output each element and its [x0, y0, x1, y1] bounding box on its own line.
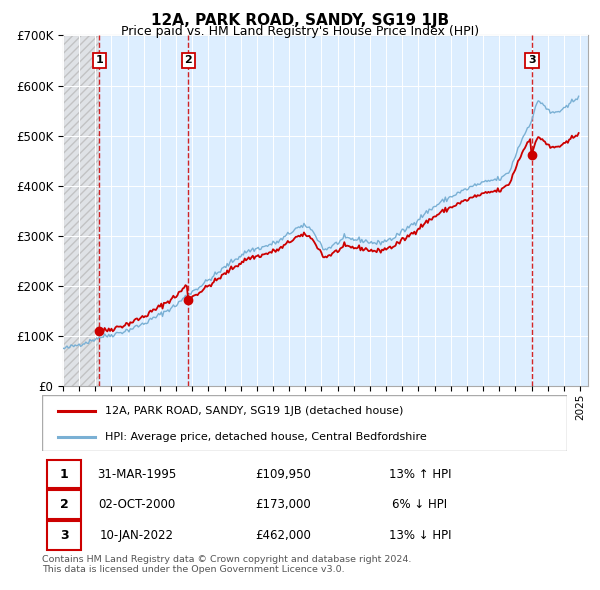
Text: HPI: Average price, detached house, Central Bedfordshire: HPI: Average price, detached house, Cent…: [105, 432, 427, 442]
Text: Contains HM Land Registry data © Crown copyright and database right 2024.: Contains HM Land Registry data © Crown c…: [42, 555, 412, 563]
Text: 1: 1: [95, 55, 103, 65]
Text: £109,950: £109,950: [256, 468, 311, 481]
Bar: [47, 490, 82, 519]
Text: 2: 2: [184, 55, 192, 65]
Text: 1: 1: [60, 468, 68, 481]
Text: This data is licensed under the Open Government Licence v3.0.: This data is licensed under the Open Gov…: [42, 565, 344, 574]
Text: 13% ↓ HPI: 13% ↓ HPI: [389, 529, 451, 542]
Text: 6% ↓ HPI: 6% ↓ HPI: [392, 498, 448, 511]
Text: 12A, PARK ROAD, SANDY, SG19 1JB: 12A, PARK ROAD, SANDY, SG19 1JB: [151, 13, 449, 28]
Text: 02-OCT-2000: 02-OCT-2000: [98, 498, 175, 511]
Bar: [63, 35, 99, 386]
Text: Price paid vs. HM Land Registry's House Price Index (HPI): Price paid vs. HM Land Registry's House …: [121, 25, 479, 38]
Text: 3: 3: [528, 55, 536, 65]
Text: 3: 3: [60, 529, 68, 542]
Text: 10-JAN-2022: 10-JAN-2022: [100, 529, 173, 542]
Text: 13% ↑ HPI: 13% ↑ HPI: [389, 468, 451, 481]
Bar: [47, 460, 82, 489]
Text: 2: 2: [60, 498, 68, 511]
Text: 12A, PARK ROAD, SANDY, SG19 1JB (detached house): 12A, PARK ROAD, SANDY, SG19 1JB (detache…: [105, 406, 403, 416]
Bar: [47, 522, 82, 550]
Text: £462,000: £462,000: [256, 529, 311, 542]
Text: £173,000: £173,000: [256, 498, 311, 511]
Text: 31-MAR-1995: 31-MAR-1995: [97, 468, 176, 481]
